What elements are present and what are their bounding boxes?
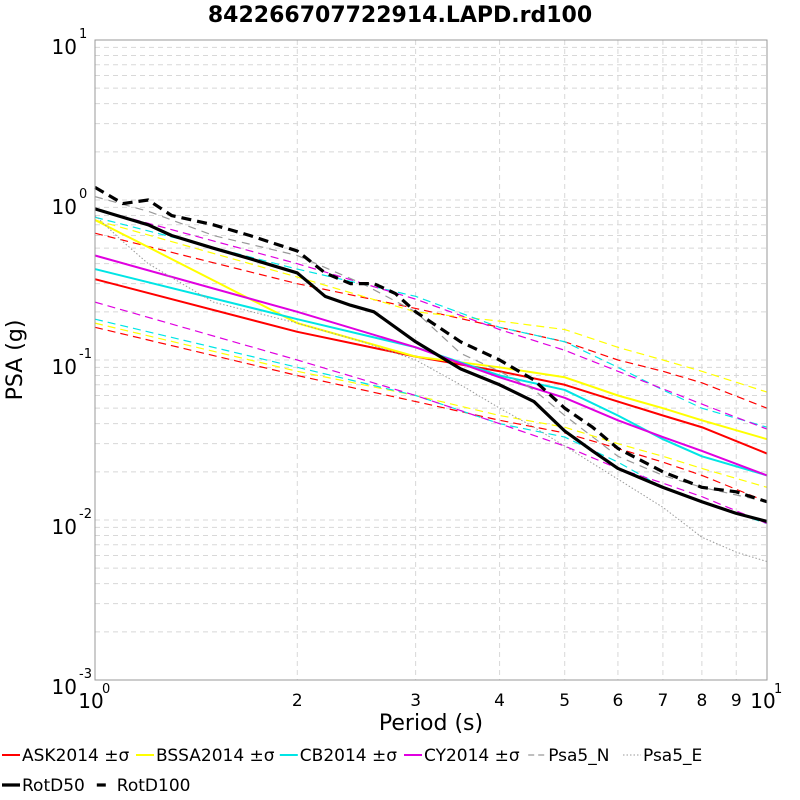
series-line-8 bbox=[94, 318, 768, 525]
legend-label: Psa5_E bbox=[643, 746, 702, 766]
series-line-11 bbox=[94, 301, 768, 525]
y-tick-exponent: -1 bbox=[79, 347, 92, 362]
series-line-4 bbox=[94, 219, 768, 393]
y-tick-label: 10 bbox=[52, 195, 77, 219]
x-tick-label: 5 bbox=[559, 691, 570, 711]
y-tick-exponent: 0 bbox=[79, 187, 87, 202]
x-tick-label: 3 bbox=[410, 691, 421, 711]
legend-label: CY2014 ±σ bbox=[424, 746, 520, 766]
x-tick-label: 6 bbox=[613, 691, 624, 711]
legend-label: RotD100 bbox=[117, 776, 191, 796]
legend: ASK2014 ±σ BSSA2014 ±σ CB2014 ±σ CY2014 ±σ P… bbox=[2, 746, 702, 796]
series-line-5 bbox=[94, 322, 768, 488]
series-line-0 bbox=[94, 278, 768, 455]
plot-frame bbox=[94, 39, 768, 681]
y-tick-label: 10 bbox=[52, 675, 77, 699]
legend-label: CB2014 ±σ bbox=[300, 746, 397, 766]
y-axis-title: PSA (g) bbox=[3, 320, 28, 401]
plot-area bbox=[94, 185, 768, 563]
y-tick-label: 10 bbox=[52, 355, 77, 379]
grid bbox=[95, 40, 767, 680]
x-tick-label: 2 bbox=[292, 691, 303, 711]
y-tick-label: 10 bbox=[52, 515, 77, 539]
x-axis-title: Period (s) bbox=[379, 711, 483, 736]
series-line-10 bbox=[94, 208, 768, 430]
series-line-12 bbox=[94, 196, 768, 503]
x-tick-exponent: 1 bbox=[774, 682, 782, 697]
legend-label: Psa5_N bbox=[548, 746, 609, 766]
x-tick-label: 7 bbox=[657, 691, 668, 711]
x-tick-label: 4 bbox=[494, 691, 505, 711]
y-tick-label: 10 bbox=[52, 35, 77, 59]
series-line-13 bbox=[94, 215, 768, 563]
x-tick-exponent: 0 bbox=[102, 682, 110, 697]
series-line-14 bbox=[94, 207, 768, 523]
x-tick-label: 10 bbox=[78, 689, 103, 713]
y-tick-exponent: 1 bbox=[79, 27, 87, 42]
series-line-3 bbox=[94, 219, 768, 441]
series-line-9 bbox=[94, 254, 768, 477]
series-line-6 bbox=[94, 268, 768, 477]
x-tick-label: 9 bbox=[731, 691, 742, 711]
legend-label: RotD50 bbox=[22, 776, 85, 796]
y-tick-exponent: -3 bbox=[79, 667, 92, 682]
x-tick-label: 8 bbox=[696, 691, 707, 711]
legend-label: BSSA2014 ±σ bbox=[156, 746, 275, 766]
series-line-15 bbox=[94, 185, 768, 504]
legend-label: ASK2014 ±σ bbox=[22, 746, 129, 766]
y-tick-exponent: -2 bbox=[79, 507, 92, 522]
x-tick-label: 10 bbox=[750, 689, 775, 713]
chart-title: 842266707722914.LAPD.rd100 bbox=[208, 3, 592, 28]
